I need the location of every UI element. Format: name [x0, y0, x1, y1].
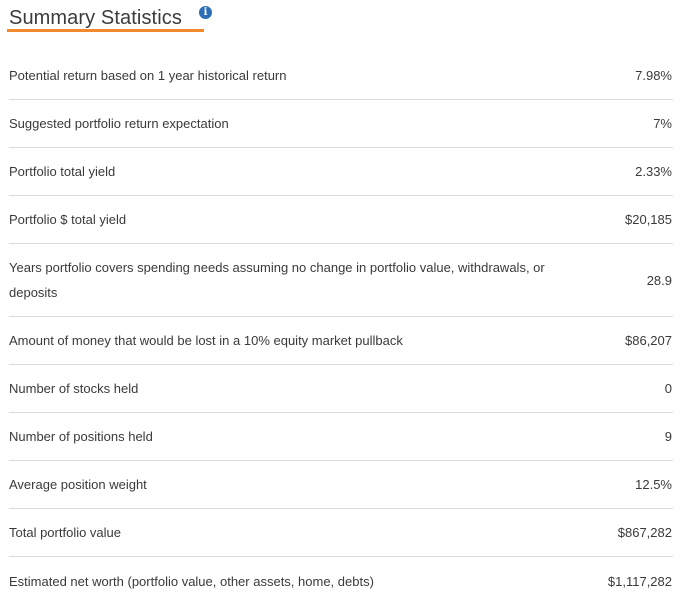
- stat-row-suggested-return: Suggested portfolio return expectation 7…: [9, 100, 673, 148]
- stat-label: Estimated net worth (portfolio value, ot…: [9, 573, 374, 589]
- stat-label: Potential return based on 1 year histori…: [9, 68, 287, 83]
- stat-value: $1,117,282: [607, 573, 672, 589]
- stat-label: Number of stocks held: [9, 381, 139, 396]
- stat-value: 28.9: [646, 272, 672, 288]
- stat-row-dollar-total-yield: Portfolio $ total yield $20,185: [9, 196, 673, 244]
- stat-value: 9: [664, 429, 672, 444]
- info-icon[interactable]: i: [199, 6, 212, 19]
- summary-statistics-table: Potential return based on 1 year histori…: [9, 52, 673, 598]
- stat-row-pullback-loss: Amount of money that would be lost in a …: [9, 317, 673, 365]
- stat-value: $867,282: [617, 525, 672, 540]
- stat-value: 7.98%: [635, 68, 672, 83]
- stat-row-stocks-held: Number of stocks held 0: [9, 365, 673, 413]
- stat-value: 12.5%: [635, 477, 672, 492]
- stat-value: 0: [664, 381, 672, 396]
- summary-header: Summary Statistics i: [9, 4, 212, 36]
- stat-row-total-portfolio-value: Total portfolio value $867,282: [9, 509, 673, 557]
- stat-label: Suggested portfolio return expectation: [9, 116, 229, 131]
- stat-row-net-worth: Estimated net worth (portfolio value, ot…: [9, 557, 673, 598]
- stat-value: $86,207: [625, 333, 672, 348]
- stat-label: Total portfolio value: [9, 525, 122, 540]
- title-underline: [7, 29, 204, 32]
- stat-label: Portfolio $ total yield: [9, 212, 127, 227]
- stat-row-total-yield: Portfolio total yield 2.33%: [9, 148, 673, 196]
- stat-label: Years portfolio covers spending needs as…: [9, 260, 545, 300]
- stat-label: Portfolio total yield: [9, 164, 116, 179]
- stat-label: Amount of money that would be lost in a …: [9, 333, 403, 348]
- stat-value: $20,185: [625, 212, 672, 227]
- stat-label: Number of positions held: [9, 429, 153, 444]
- page-title: Summary Statistics: [9, 7, 182, 29]
- stat-row-years-covered: Years portfolio covers spending needs as…: [9, 244, 673, 317]
- stat-value: 2.33%: [635, 164, 672, 179]
- stat-row-average-weight: Average position weight 12.5%: [9, 461, 673, 509]
- stat-row-positions-held: Number of positions held 9: [9, 413, 673, 461]
- stat-row-historical-return: Potential return based on 1 year histori…: [9, 52, 673, 100]
- stat-value: 7%: [653, 116, 672, 131]
- stat-label: Average position weight: [9, 477, 147, 492]
